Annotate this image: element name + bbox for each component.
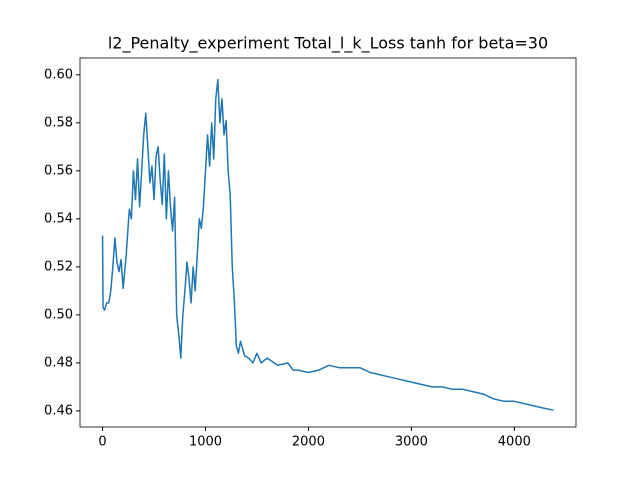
x-tick-label: 0	[98, 435, 106, 450]
plot-frame	[79, 57, 577, 428]
chart-title: l2_Penalty_experiment Total_l_k_Loss tan…	[108, 34, 548, 54]
data-line	[101, 78, 554, 411]
y-tick-label: 0.50	[44, 307, 73, 322]
y-tick-label: 0.56	[44, 163, 73, 178]
x-tick-label: 1000	[189, 435, 222, 450]
x-tick-label: 3000	[395, 435, 428, 450]
y-tick-label: 0.46	[44, 403, 73, 418]
y-tick-label: 0.52	[44, 259, 73, 274]
y-tick-label: 0.58	[44, 115, 73, 130]
y-tick-label: 0.60	[44, 67, 73, 82]
x-tick-label: 2000	[292, 435, 325, 450]
y-tick-label: 0.54	[44, 211, 73, 226]
x-tick-label: 4000	[498, 435, 531, 450]
y-tick-label: 0.48	[44, 355, 73, 370]
